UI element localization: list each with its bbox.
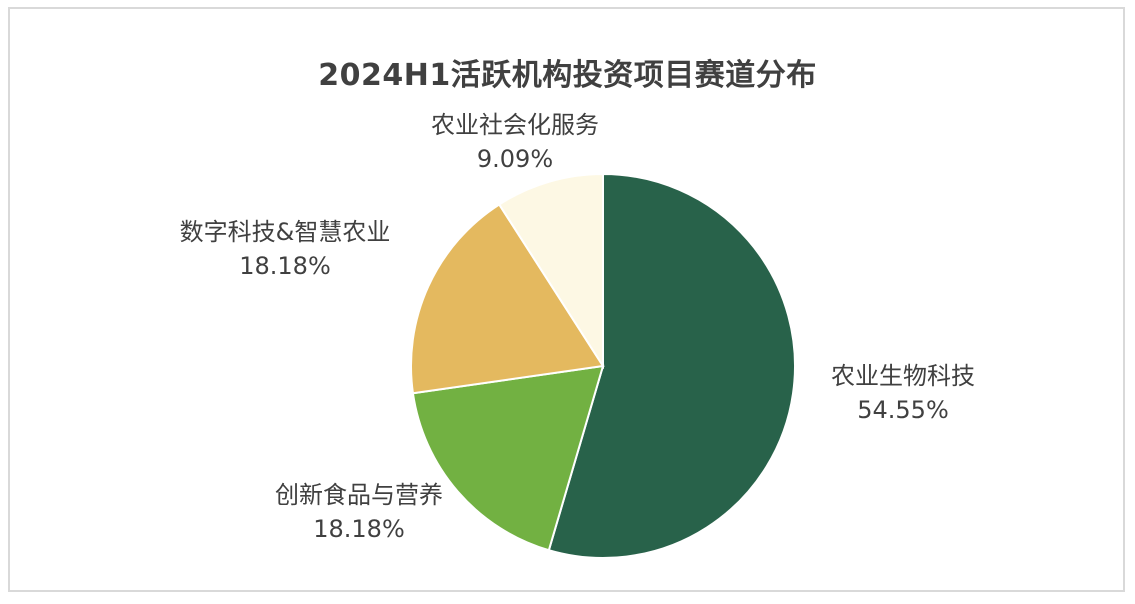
slice-category-label: 创新食品与营养 [275, 481, 443, 509]
slice-category-label: 农业生物科技 [831, 362, 975, 390]
slice-category-label: 数字科技&智慧农业 [180, 218, 391, 246]
slice-percent-label: 18.18% [313, 515, 405, 543]
slice-percent-label: 54.55% [857, 396, 949, 424]
pie-slice-1 [547, 172, 796, 559]
slice-category-label: 农业社会化服务 [431, 111, 599, 139]
slice-percent-label: 18.18% [239, 252, 331, 280]
pie-slice-3 [410, 203, 605, 395]
pie-slice-2 [411, 364, 605, 552]
pie-slice-4 [497, 172, 604, 370]
slice-percent-label: 9.09% [477, 145, 553, 173]
chart-title: 2024H1活跃机构投资项目赛道分布 [318, 58, 817, 93]
